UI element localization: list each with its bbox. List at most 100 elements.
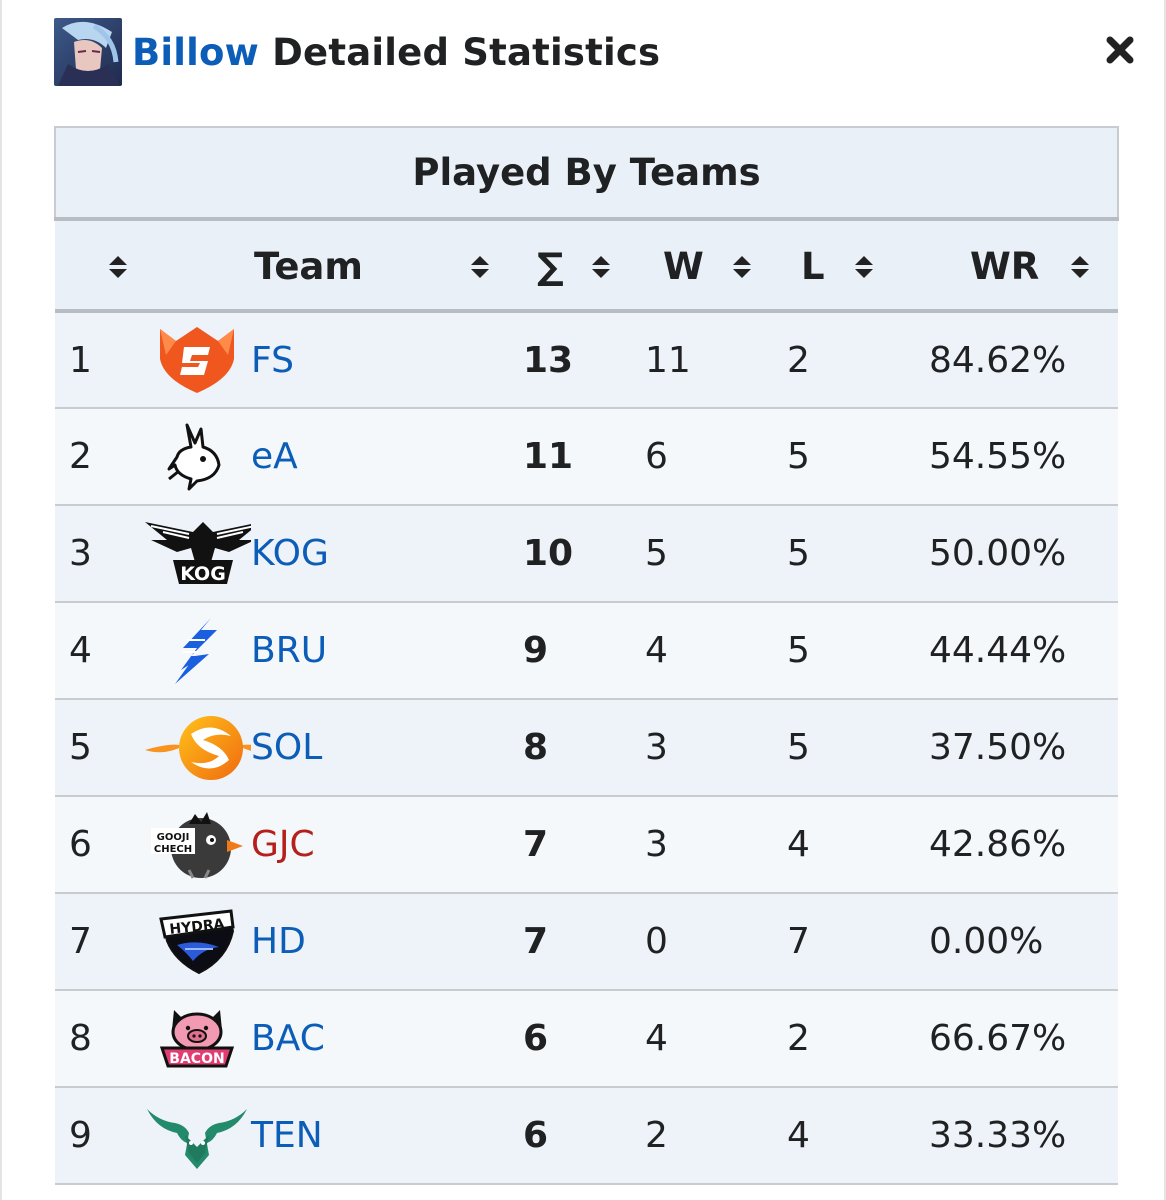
losses-cell: 5	[787, 602, 929, 700]
losses-cell: 2	[787, 311, 929, 409]
hero-link[interactable]: Billow	[132, 30, 260, 74]
svg-text:CHECH: CHECH	[154, 844, 192, 855]
table-caption: Played By Teams	[53, 126, 1120, 221]
table-row: 9 TEN 6 2 4 33.33%	[55, 1087, 1119, 1185]
losses-cell: 7	[787, 893, 929, 991]
wins-cell: 11	[645, 311, 787, 409]
winrate-cell: 54.55%	[929, 408, 1119, 506]
team-link[interactable]: GJC	[251, 824, 315, 865]
team-link[interactable]: FS	[251, 339, 294, 381]
hero-avatar-icon	[54, 18, 122, 86]
sol-logo-icon[interactable]	[143, 699, 277, 797]
total-cell: 6	[523, 1087, 645, 1185]
total-cell: 9	[523, 602, 645, 700]
sort-icon[interactable]	[591, 254, 611, 280]
team-name-cell: BAC	[251, 990, 523, 1088]
table-row: 6 GOOJI CHECH	[55, 796, 1119, 894]
gjc-logo-icon[interactable]: GOOJI CHECH	[143, 796, 251, 894]
wins-cell: 3	[645, 796, 787, 894]
team-name-cell: SOL	[251, 699, 523, 797]
ten-logo-icon[interactable]	[143, 1087, 251, 1185]
svg-text:HYDRA: HYDRA	[169, 916, 226, 938]
winrate-cell: 42.86%	[929, 796, 1119, 894]
sort-icon[interactable]	[108, 254, 128, 280]
table-row: 8 BACON	[55, 990, 1119, 1088]
winrate-cell: 0.00%	[929, 893, 1119, 991]
wins-cell: 3	[645, 699, 787, 797]
wins-cell: 5	[645, 505, 787, 603]
sort-icon[interactable]	[854, 254, 874, 280]
losses-cell: 5	[787, 408, 929, 506]
fs-logo-icon[interactable]	[143, 311, 251, 409]
kog-logo-icon[interactable]: KOG	[143, 505, 261, 603]
winrate-cell: 66.67%	[929, 990, 1119, 1088]
rank-cell: 1	[55, 311, 143, 409]
total-cell: 8	[523, 699, 645, 797]
total-cell: 11	[523, 408, 645, 506]
sort-icon[interactable]	[470, 254, 490, 280]
wins-cell: 2	[645, 1087, 787, 1185]
table-body: 1 FS 13 11 2 84.62% 2	[55, 311, 1119, 1185]
total-cell: 6	[523, 990, 645, 1088]
col-header-team[interactable]: Team	[143, 219, 523, 313]
col-header-wins[interactable]: W	[645, 219, 787, 313]
col-header-losses[interactable]: L	[787, 219, 929, 313]
col-header-rank[interactable]	[55, 219, 143, 313]
rank-cell: 8	[55, 990, 143, 1088]
sort-icon[interactable]	[1070, 254, 1090, 280]
losses-cell: 2	[787, 990, 929, 1088]
winrate-cell: 37.50%	[929, 699, 1119, 797]
winrate-cell: 33.33%	[929, 1087, 1119, 1185]
svg-text:KOG: KOG	[180, 563, 226, 585]
winrate-cell: 44.44%	[929, 602, 1119, 700]
team-link[interactable]: HD	[251, 921, 306, 962]
team-link[interactable]: TEN	[251, 1115, 323, 1156]
rank-cell: 6	[55, 796, 143, 894]
wins-cell: 4	[645, 990, 787, 1088]
ea-logo-icon[interactable]	[143, 408, 251, 506]
team-link[interactable]: eA	[251, 436, 298, 477]
sort-icon[interactable]	[732, 254, 752, 280]
svg-text:GOOJI: GOOJI	[157, 832, 190, 843]
hd-logo-icon[interactable]: HYDRA	[143, 893, 251, 991]
losses-cell: 5	[787, 699, 929, 797]
bru-logo-icon[interactable]	[143, 602, 251, 700]
rank-cell: 3	[55, 505, 143, 603]
team-name-cell: FS	[251, 311, 523, 409]
winrate-cell: 84.62%	[929, 311, 1119, 409]
page-title: Billow Detailed Statistics	[132, 31, 660, 74]
team-link[interactable]: BRU	[251, 630, 328, 671]
bac-logo-icon[interactable]: BACON	[143, 990, 251, 1088]
table-row: 4 BRU 9 4 5 44.44%	[55, 602, 1119, 700]
total-header-label: ∑	[537, 245, 564, 288]
total-cell: 10	[523, 505, 645, 603]
wins-cell: 4	[645, 602, 787, 700]
stats-table: Played By Teams Team ∑	[53, 126, 1120, 1185]
title-text: Detailed Statistics	[259, 30, 661, 74]
team-link[interactable]: BAC	[251, 1018, 325, 1059]
wins-cell: 6	[645, 408, 787, 506]
team-link[interactable]: SOL	[251, 727, 323, 768]
winrate-cell: 50.00%	[929, 505, 1119, 603]
total-cell: 7	[523, 893, 645, 991]
table-row: 5	[55, 699, 1119, 797]
table-row: 3 KOG KOG 10 5 5 50.00%	[55, 505, 1119, 603]
team-name-cell: GJC	[251, 796, 523, 894]
team-header-label: Team	[254, 245, 363, 288]
total-cell: 13	[523, 311, 645, 409]
table-row: 7 HYDRA HD 7 0 7 0.00%	[55, 893, 1119, 991]
col-header-total[interactable]: ∑	[523, 219, 645, 313]
team-link[interactable]: KOG	[251, 533, 329, 574]
table-row: 1 FS 13 11 2 84.62%	[55, 311, 1119, 409]
losses-cell: 4	[787, 796, 929, 894]
total-cell: 7	[523, 796, 645, 894]
rank-cell: 5	[55, 699, 143, 797]
table-row: 2 eA 11 6 5 54.55%	[55, 408, 1119, 506]
losses-cell: 5	[787, 505, 929, 603]
svg-text:BACON: BACON	[169, 1051, 224, 1067]
rank-cell: 2	[55, 408, 143, 506]
team-name-cell: BRU	[251, 602, 523, 700]
col-header-winrate[interactable]: WR	[929, 219, 1119, 313]
close-icon[interactable]	[1102, 32, 1138, 68]
